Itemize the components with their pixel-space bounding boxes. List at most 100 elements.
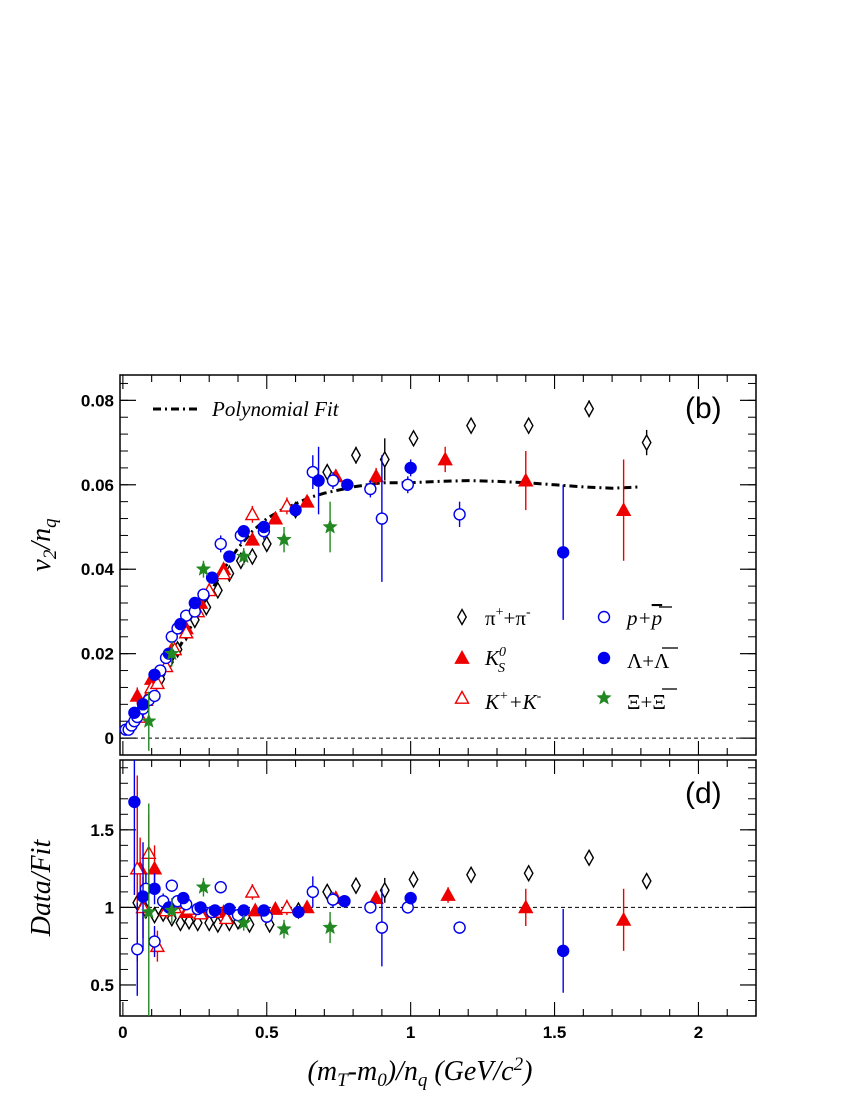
top-point-lambda — [404, 461, 417, 475]
bottom-point-p — [165, 879, 179, 892]
bottom-point-lambda — [128, 795, 141, 809]
top-point-ks — [615, 502, 632, 517]
bottom-point-lambda — [556, 944, 570, 958]
bottom-point-p — [306, 885, 320, 899]
bottom-axis-ticks: 0.5 1 1.5 0 0.5 1 1.5 2 — [90, 760, 757, 1042]
top-ytick-label: 0.08 — [81, 391, 114, 410]
bottom-series-xi — [140, 803, 338, 1016]
panel-label-b: (b) — [685, 392, 722, 425]
bottom-point-lambda — [237, 904, 250, 917]
bottom-point-lambda — [177, 891, 190, 905]
bottom-point-ks — [267, 901, 284, 915]
bottom-point-xi — [235, 914, 252, 930]
top-point-pi — [247, 547, 258, 566]
bottom-point-pi — [584, 848, 595, 867]
x-axis-label: (mT-m0)/nq (GeV/c2) — [308, 1054, 533, 1091]
bottom-point-lambda — [194, 901, 207, 914]
top-point-ks — [518, 472, 534, 487]
top-point-lambda — [223, 550, 236, 563]
top-point-p — [148, 689, 161, 703]
top-point-pi — [641, 433, 652, 452]
bottom-point-ks — [368, 890, 384, 904]
top-point-p — [197, 588, 210, 601]
top-point-pi — [523, 416, 534, 435]
legend-fit-entry: Polynomial Fit — [153, 397, 340, 421]
bottom-point-xi — [276, 920, 292, 936]
bottom-series-pi — [132, 848, 652, 934]
bottom-point-pi — [408, 870, 419, 889]
bottom-point-pi — [641, 872, 652, 890]
xtick-label: 2 — [694, 1023, 703, 1042]
bottom-point-p — [214, 881, 227, 894]
top-point-p — [453, 508, 466, 521]
top-point-ks — [129, 687, 145, 702]
bottom-point-ks — [146, 860, 163, 875]
svg-text:Ξ+Ξ: Ξ+Ξ — [627, 690, 666, 714]
top-point-pi — [408, 429, 419, 448]
bottom-point-pi — [379, 881, 390, 900]
bottom-panel-frame — [119, 759, 757, 1017]
top-point-ks — [299, 493, 315, 508]
xtick-label: 0.5 — [255, 1023, 279, 1042]
top-point-lambda — [341, 478, 354, 491]
bottom-point-ks — [615, 911, 632, 926]
top-point-xi — [195, 561, 212, 576]
top-point-xi — [164, 645, 180, 661]
top-point-kch — [215, 565, 232, 580]
bottom-ytick-label: 1.5 — [90, 821, 114, 840]
top-panel-frame — [119, 374, 757, 756]
legend-marker-lambda — [597, 651, 611, 665]
top-point-p — [364, 482, 377, 496]
bottom-ytick-label: 0.5 — [90, 976, 114, 995]
svg-text:K++K-: K++K- — [484, 689, 542, 714]
bottom-point-lambda — [223, 902, 236, 916]
top-y-axis-label: v2/nq — [26, 518, 61, 572]
top-point-ks — [244, 531, 261, 546]
top-point-pi — [261, 534, 272, 553]
bottom-point-ks — [440, 887, 456, 901]
top-point-pi — [212, 581, 223, 600]
bottom-point-p — [364, 901, 377, 914]
bottom-point-xi — [322, 919, 338, 935]
svg-text:π++π-: π++π- — [485, 605, 531, 630]
top-point-lambda — [237, 525, 250, 538]
bottom-point-p — [375, 921, 389, 934]
bottom-point-pi — [175, 913, 186, 932]
bottom-point-xi — [164, 902, 180, 918]
bottom-point-xi — [195, 879, 212, 894]
top-point-xi — [140, 713, 157, 728]
polynomial-fit-curve — [150, 479, 641, 697]
bottom-point-lambda — [257, 904, 271, 917]
legend-ks-label: K0 S — [484, 645, 506, 676]
top-point-lambda — [312, 474, 325, 487]
legend-marker-xi — [596, 689, 612, 705]
top-point-kch — [178, 624, 194, 639]
top-point-p — [214, 537, 227, 551]
legend-xi-label: Ξ+Ξ — [627, 688, 677, 714]
top-series-xi — [140, 501, 338, 751]
bottom-point-kch — [279, 899, 295, 914]
top-series-lambda — [128, 446, 570, 719]
top-point-pi — [466, 416, 477, 435]
bottom-point-p — [148, 935, 161, 948]
top-point-lambda — [205, 571, 219, 584]
top-point-lambda — [148, 668, 161, 681]
top-point-p — [375, 512, 389, 525]
legend-markers — [454, 608, 612, 705]
svg-text:K0S: K0 S — [484, 645, 506, 676]
bottom-point-lambda — [404, 891, 417, 905]
panel-label-d: (d) — [685, 777, 722, 810]
legend-fit-label: Polynomial Fit — [211, 397, 340, 421]
legend-marker-ks — [454, 650, 470, 664]
top-series-pi — [129, 399, 652, 731]
xtick-label: 0 — [118, 1023, 127, 1042]
top-axis-ticks: 0 0.02 0.04 0.06 0.08 — [81, 375, 757, 756]
bottom-point-lambda — [208, 904, 222, 917]
bottom-y-axis-label: Data/Fit — [26, 839, 57, 938]
legend-kch-label: K++K- — [484, 689, 542, 714]
bottom-point-p — [131, 943, 144, 956]
top-point-pi — [584, 399, 595, 418]
top-point-lambda — [556, 546, 570, 559]
legend-marker-pi — [456, 608, 468, 626]
